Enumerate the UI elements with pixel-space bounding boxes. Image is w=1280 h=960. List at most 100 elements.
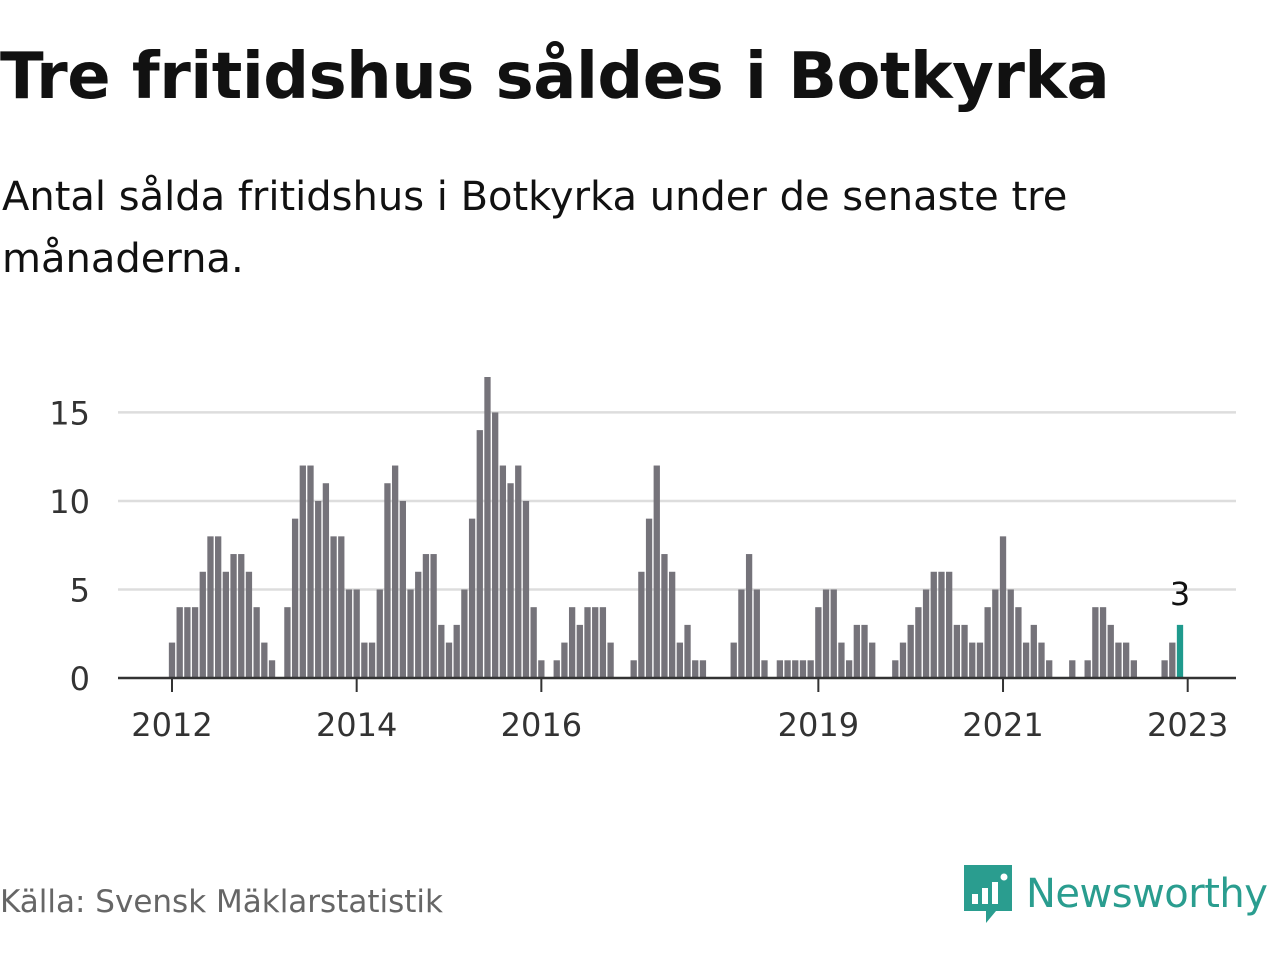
- y-tick-label: 15: [49, 394, 90, 432]
- bar: [1099, 607, 1107, 678]
- bar: [245, 571, 253, 678]
- bar: [1084, 660, 1091, 678]
- bar: [861, 624, 868, 678]
- bar: [561, 642, 568, 678]
- bar: [199, 571, 206, 678]
- bar: [338, 536, 345, 678]
- bar: [838, 642, 845, 678]
- highlight-value-label: 3: [1170, 575, 1190, 613]
- bar: [653, 465, 660, 678]
- bar: [938, 571, 945, 678]
- bar: [1130, 660, 1137, 678]
- bar: [492, 412, 499, 678]
- bar: [322, 483, 330, 678]
- bar: [822, 589, 830, 678]
- bar: [792, 660, 799, 678]
- bar: [599, 607, 607, 678]
- bar: [669, 571, 676, 678]
- bar: [869, 642, 876, 678]
- bar: [430, 554, 437, 678]
- bar: [692, 660, 699, 678]
- bar: [353, 589, 360, 678]
- bar: [984, 607, 991, 678]
- bar: [576, 624, 583, 678]
- bar: [499, 465, 507, 678]
- bar: [1092, 607, 1099, 678]
- bar: [230, 554, 237, 678]
- x-tick-label: 2016: [501, 706, 582, 744]
- bar: [315, 500, 322, 678]
- bar: [207, 536, 214, 678]
- newsworthy-logo-icon: [964, 865, 1012, 923]
- bar: [784, 660, 791, 678]
- bar: [438, 624, 445, 678]
- bar: [461, 589, 468, 678]
- bar: [284, 607, 291, 678]
- bar: [645, 518, 653, 678]
- bar: [291, 518, 299, 678]
- bar: [1115, 642, 1122, 678]
- bar: [853, 624, 860, 678]
- bar: [922, 589, 930, 678]
- bar: [1161, 660, 1168, 678]
- bar: [168, 642, 176, 678]
- y-tick-label: 5: [70, 571, 90, 609]
- bar: [753, 589, 760, 678]
- bar: [268, 660, 276, 678]
- bar: [361, 642, 368, 678]
- bar: [999, 536, 1007, 678]
- bar: [445, 642, 453, 678]
- bar: [845, 660, 853, 678]
- x-tick-label: 2019: [778, 706, 859, 744]
- bar: [953, 624, 961, 678]
- bar: [899, 642, 907, 678]
- bar: [453, 624, 460, 678]
- bar: [376, 589, 383, 678]
- bar: [699, 660, 707, 678]
- bar: [745, 554, 753, 678]
- bar: [907, 624, 914, 678]
- y-tick-label: 10: [49, 483, 90, 521]
- bar: [538, 660, 545, 678]
- bar-highlight: [1176, 624, 1184, 678]
- bar: [384, 483, 391, 678]
- bar: [261, 642, 268, 678]
- bar: [661, 554, 668, 678]
- bar: [799, 660, 807, 678]
- chart-title: Tre fritidshus såldes i Botkyrka: [0, 40, 1110, 114]
- bar: [969, 642, 976, 678]
- bar: [892, 660, 899, 678]
- bar: [607, 642, 614, 678]
- bar: [391, 465, 399, 678]
- bars: [168, 377, 1184, 678]
- brand-logo: Newsworthy: [962, 862, 1268, 926]
- bar: [530, 607, 537, 678]
- bar: [553, 660, 560, 678]
- bar: [522, 500, 530, 678]
- bar: [1015, 607, 1022, 678]
- bar: [468, 518, 476, 678]
- bar: [946, 571, 953, 678]
- bar: [407, 589, 414, 678]
- bar: [1038, 642, 1045, 678]
- bar: [515, 465, 522, 678]
- bar: [222, 571, 230, 678]
- bar: [807, 660, 814, 678]
- brand-name: Newsworthy: [1026, 871, 1268, 917]
- bar: [253, 607, 260, 678]
- bar: [1069, 660, 1076, 678]
- bar: [930, 571, 937, 678]
- x-tick-label: 2014: [316, 706, 397, 744]
- bar: [815, 607, 822, 678]
- x-tick-label: 2023: [1147, 706, 1228, 744]
- bar: [915, 607, 922, 678]
- source-note: Källa: Svensk Mäklarstatistik: [0, 884, 443, 920]
- bar: [584, 607, 591, 678]
- bar: [1169, 642, 1176, 678]
- y-tick-label: 0: [70, 660, 90, 698]
- bar: [1122, 642, 1130, 678]
- bar: [422, 554, 430, 678]
- bar: [961, 624, 968, 678]
- grid-lines: [118, 411, 1236, 591]
- bar: [761, 660, 768, 678]
